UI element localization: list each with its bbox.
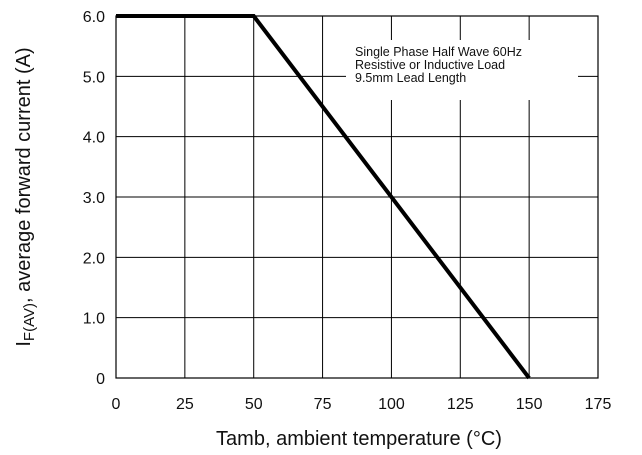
y-axis-title: IF(AV), average forward current (A) bbox=[13, 47, 38, 346]
y-tick-label: 6.0 bbox=[83, 9, 105, 26]
x-tick-label: 75 bbox=[314, 396, 332, 413]
x-tick-label: 100 bbox=[378, 396, 405, 413]
x-tick-label: 50 bbox=[245, 396, 263, 413]
y-axis-title-rest: , average forward current (A) bbox=[13, 47, 35, 303]
y-tick-label: 3.0 bbox=[83, 190, 105, 207]
derating-curve bbox=[116, 14, 531, 380]
annotation-background bbox=[346, 40, 578, 100]
x-tick-label: 175 bbox=[585, 396, 612, 413]
y-tick-label: 0 bbox=[96, 371, 105, 388]
y-tick-label: 1.0 bbox=[83, 311, 105, 328]
annotation-line: 9.5mm Lead Length bbox=[355, 71, 466, 85]
y-axis-title-main: I bbox=[13, 341, 35, 347]
y-tick-label: 5.0 bbox=[83, 69, 105, 86]
y-axis-title-subscript: F(AV) bbox=[21, 303, 38, 341]
x-tick-label: 25 bbox=[176, 396, 194, 413]
y-tick-label: 4.0 bbox=[83, 130, 105, 147]
x-tick-label: 0 bbox=[112, 396, 121, 413]
y-tick-labels: 0 1.0 2.0 3.0 4.0 5.0 6.0 bbox=[83, 9, 105, 388]
annotation-line: Single Phase Half Wave 60Hz bbox=[355, 45, 522, 59]
y-tick-label: 2.0 bbox=[83, 250, 105, 267]
annotation-line: Resistive or Inductive Load bbox=[355, 58, 505, 72]
series-group bbox=[116, 14, 531, 380]
x-tick-label: 150 bbox=[516, 396, 543, 413]
x-tick-labels: 0 25 50 75 100 125 150 175 bbox=[112, 396, 612, 413]
x-tick-label: 125 bbox=[447, 396, 474, 413]
x-axis-title: Tamb, ambient temperature (°C) bbox=[216, 428, 502, 450]
